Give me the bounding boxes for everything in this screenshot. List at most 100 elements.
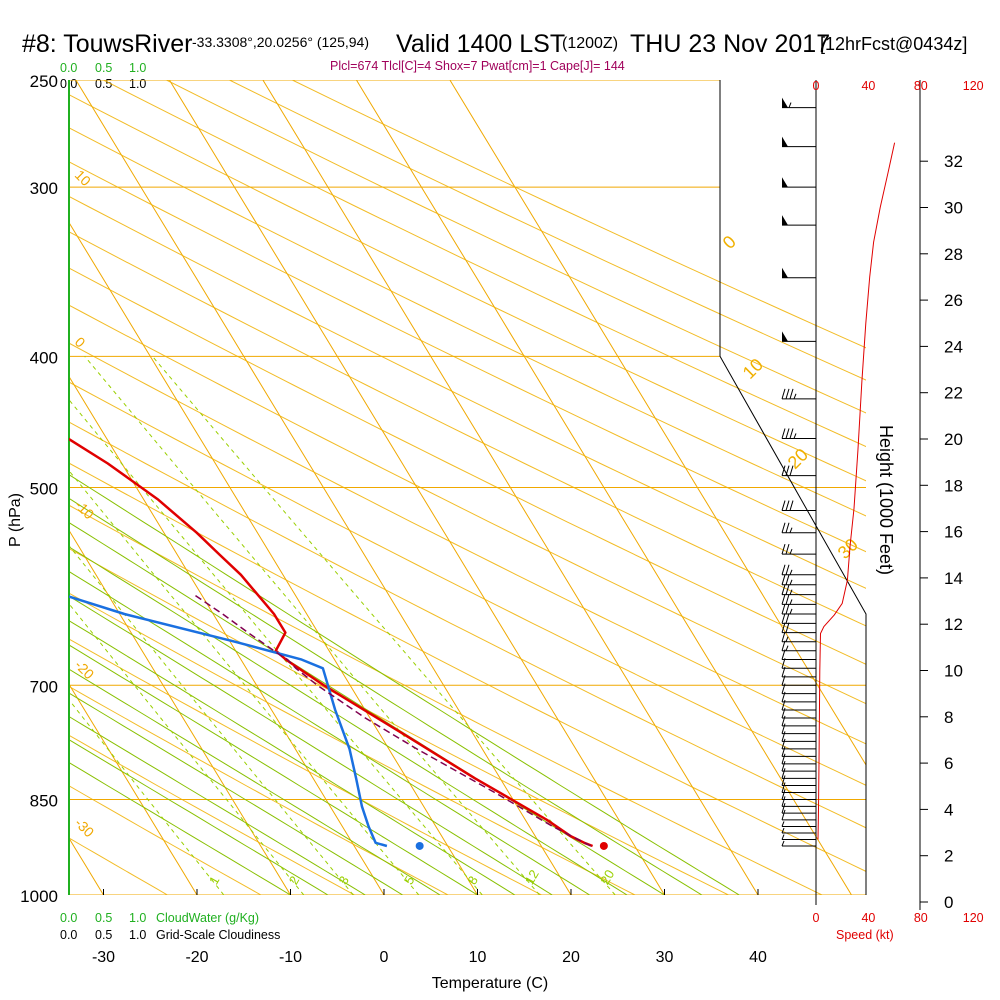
- moist-adiabat-line: [69, 715, 366, 895]
- isotherm-line: [355, 80, 852, 895]
- dry-adiabat-line: [69, 127, 866, 517]
- mixing-ratio-line: [84, 355, 540, 895]
- speed-tick-label: 80: [914, 911, 928, 925]
- height-tick-label: 18: [944, 476, 963, 495]
- moist-adiabat-line: [69, 761, 291, 895]
- moist-adiabat-line: [69, 668, 441, 895]
- moist-adiabat-line: [69, 620, 516, 895]
- moist-adiabat-line: [69, 522, 665, 895]
- top-water-tick: 0.5: [95, 61, 112, 75]
- speed-tick-label: 80: [914, 79, 928, 93]
- dry-adiabat-line: [69, 547, 729, 895]
- wind-barb-feather: [785, 522, 790, 533]
- height-axis-title: Height (1000 Feet): [876, 425, 896, 575]
- surface-temperature-marker: [599, 841, 608, 850]
- mixing-ratio-label: 20: [597, 867, 617, 887]
- wind-barb-pennant: [782, 267, 788, 278]
- wind-barb-half-feather: [793, 433, 797, 439]
- wind-barb-feather: [781, 738, 786, 750]
- wind-barb-half-feather: [785, 636, 789, 642]
- wind-barb-feather: [789, 500, 794, 511]
- isotherm-line: [69, 375, 385, 895]
- wind-barb-half-feather: [789, 527, 793, 533]
- wind-barb-feather: [785, 500, 790, 511]
- wind-barb-half-feather: [781, 821, 785, 827]
- surface-dewpoint-marker: [415, 841, 424, 850]
- wind-barb-half-feather: [781, 834, 785, 840]
- isotherm-line: [168, 80, 665, 895]
- wind-barb-half-feather: [789, 589, 793, 595]
- bottom-cloud-tick: 0.5: [95, 928, 112, 942]
- speed-tick-label: 0: [813, 79, 820, 93]
- wind-barb-feather: [781, 428, 786, 439]
- speed-tick-label: 0: [813, 911, 820, 925]
- dry-adiabat-line: [69, 304, 866, 705]
- moist-adiabat-line: [69, 644, 478, 895]
- bottom-cloud-tick: 0.0: [60, 928, 77, 942]
- height-tick-label: 14: [944, 569, 963, 588]
- moist-adiabat-line: [69, 474, 740, 895]
- mixing-ratio-line: [152, 355, 616, 895]
- wind-barb-feather: [781, 789, 786, 800]
- height-tick-label: 10: [944, 662, 963, 681]
- y-tick-label: 400: [30, 348, 58, 367]
- wind-barb-feather: [781, 603, 786, 615]
- wind-barb-half-feather: [785, 645, 789, 651]
- top-cloud-tick: 0.5: [95, 77, 112, 91]
- bottom-water-tick: 1.0: [129, 911, 146, 925]
- wind-barb-half-feather: [789, 579, 793, 585]
- dry-adiabat-line: [69, 785, 262, 895]
- wind-barb-half-feather: [793, 393, 797, 400]
- parcel-line: [193, 594, 592, 847]
- wind-barb-feather: [781, 782, 786, 793]
- wind-barb-pennant: [782, 215, 788, 226]
- wind-barb-feather: [781, 753, 786, 764]
- dry-adiabat-line: [69, 342, 866, 745]
- wind-barb-feather: [781, 584, 786, 595]
- wind-barb-feather: [789, 465, 794, 476]
- dry-adiabat-line: [69, 421, 866, 829]
- y-tick-label: 500: [30, 480, 58, 499]
- speed-tick-label: 40: [861, 79, 875, 93]
- wind-barb-feather: [781, 640, 786, 651]
- top-water-tick: 0.0: [60, 61, 77, 75]
- wind-barb-half-feather: [788, 102, 792, 108]
- wind-barb-half-feather: [789, 599, 793, 605]
- isotherm-line: [69, 529, 291, 895]
- wind-barb-feather: [781, 809, 786, 820]
- wind-barb-feather: [781, 802, 786, 814]
- isotherm-line: [69, 683, 198, 895]
- wind-barb-half-feather: [789, 569, 793, 575]
- dry-adiabat-line: [229, 80, 866, 381]
- valid-time: Valid 1400 LST: [396, 30, 565, 58]
- dry-adiabat-line: [69, 734, 355, 895]
- wind-barb-feather: [785, 594, 790, 605]
- wind-barb-feather: [781, 564, 786, 575]
- wind-barb-feather: [781, 768, 786, 779]
- isotherm-line: [69, 221, 478, 895]
- wind-barb-pennant: [782, 331, 788, 342]
- wind-barb-feather: [785, 613, 790, 624]
- dry-adiabat-line: [69, 638, 542, 895]
- wind-barb-feather: [785, 564, 790, 575]
- wind-barb-feather: [785, 465, 790, 476]
- wind-barb-pennant: [782, 177, 788, 188]
- height-tick-label: 26: [944, 291, 963, 310]
- y-axis-title: P (hPa): [7, 493, 24, 547]
- wind-barb-feather: [781, 543, 786, 555]
- moist-adiabat-line: [69, 546, 628, 895]
- height-tick-label: 6: [944, 754, 953, 773]
- wind-barb-half-feather: [789, 608, 793, 615]
- top-water-tick: 1.0: [129, 61, 146, 75]
- wind-barb-feather: [781, 500, 786, 511]
- speed-tick-label: 120: [963, 79, 984, 93]
- dry-adiabat-line: [69, 381, 866, 786]
- wind-barb-feather: [785, 584, 790, 595]
- wind-barb-feather: [781, 388, 786, 399]
- wind-barb-pennant: [782, 136, 788, 147]
- dry-adiabat-line: [292, 80, 866, 349]
- moist-adiabat-line: [69, 595, 553, 895]
- wind-barb-half-feather: [789, 548, 793, 555]
- height-tick-label: 0: [944, 893, 953, 912]
